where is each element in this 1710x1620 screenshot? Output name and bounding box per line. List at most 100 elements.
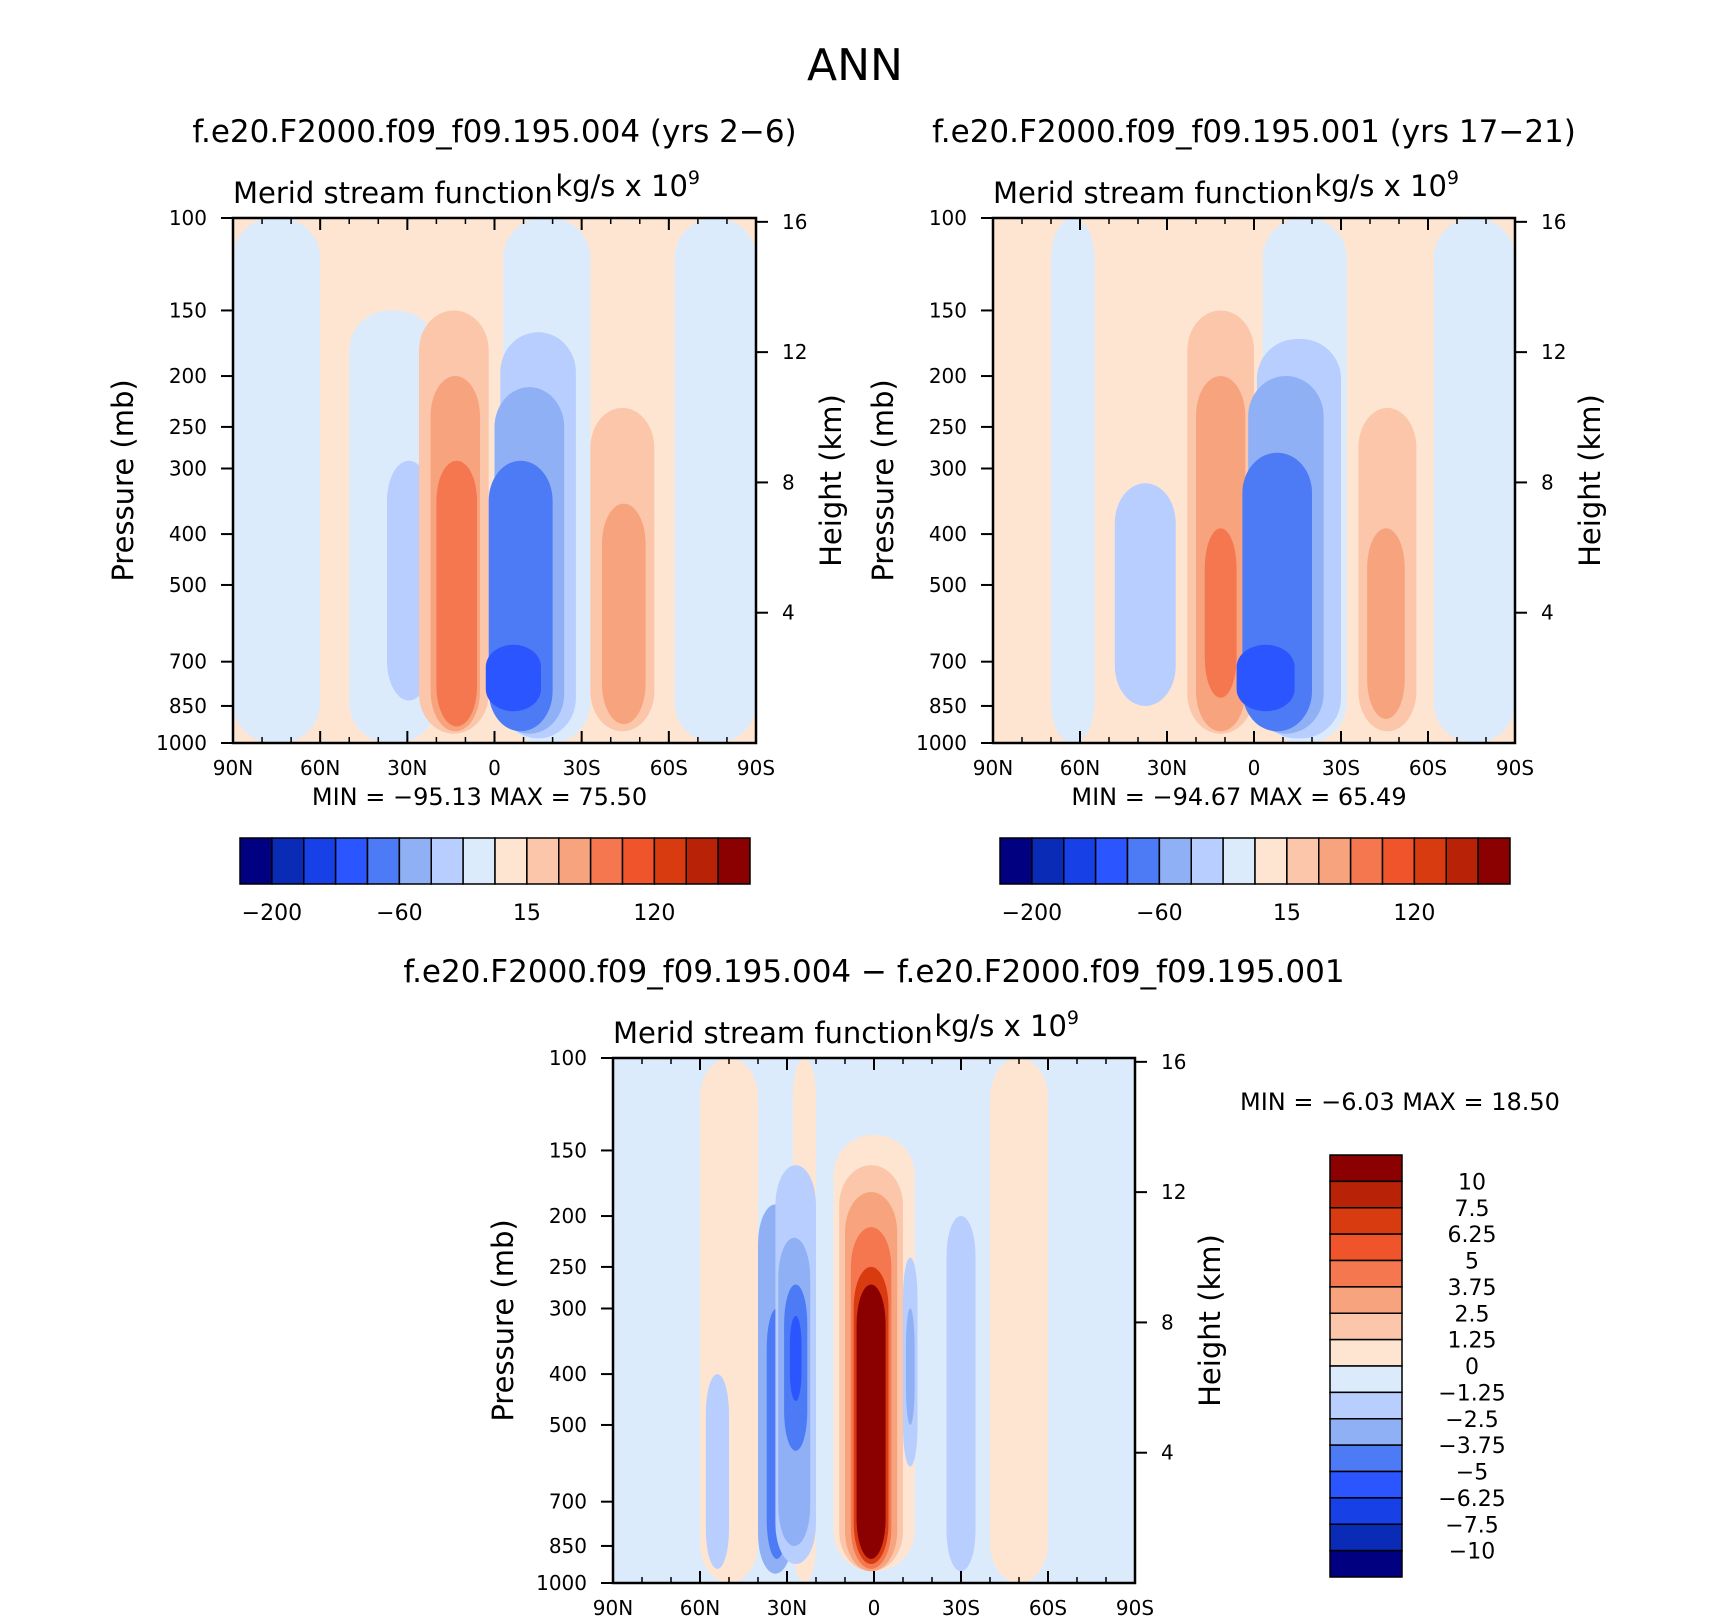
min-max-label: MIN = −95.13 MAX = 75.50 <box>312 783 647 811</box>
colorbar-box <box>239 837 273 885</box>
contour-region <box>705 1374 729 1569</box>
colorbar-label: 6.25 <box>1448 1223 1497 1248</box>
colorbar-box <box>1329 1523 1403 1552</box>
colorbar-label: −1.25 <box>1438 1381 1505 1406</box>
colorbar-box <box>494 837 528 885</box>
contour-region <box>1367 528 1405 719</box>
height-tick-label: 8 <box>1161 1310 1174 1334</box>
x-tick-label: 0 <box>868 1596 881 1620</box>
x-tick-label: 60N <box>1060 756 1100 780</box>
contour-region <box>1048 1058 1135 1583</box>
x-tick-label: 90S <box>1116 1596 1154 1620</box>
contour-region <box>1114 483 1176 706</box>
panel-title: f.e20.F2000.f09_f09.195.004 − f.e20.F200… <box>403 954 1344 990</box>
x-tick-label: 90N <box>213 756 253 780</box>
colorbar-label: −7.5 <box>1445 1513 1498 1538</box>
colorbar-box <box>1413 837 1447 885</box>
y-axis-label: Pressure (mb) <box>866 379 900 581</box>
contour-region <box>1433 218 1515 743</box>
y-tick-label: 250 <box>169 415 207 439</box>
y-tick-label: 150 <box>929 298 967 322</box>
plot-panel-3: f.e20.F2000.f09_f09.195.004 − f.e20.F200… <box>403 954 1559 1620</box>
colorbar-box <box>1329 1154 1403 1183</box>
x-tick-label: 60N <box>300 756 340 780</box>
colorbar-label: −2.5 <box>1445 1408 1498 1433</box>
contour-region <box>436 460 478 727</box>
colorbar-box <box>621 837 656 885</box>
colorbar-box <box>1329 1180 1403 1209</box>
colorbar-label: 15 <box>513 901 541 926</box>
contour-region <box>1051 218 1095 743</box>
colorbar-label: −60 <box>376 901 422 926</box>
colorbar-label: −10 <box>1449 1540 1495 1565</box>
colorbar-box <box>334 837 369 885</box>
colorbar: −200 −60 15 120 <box>999 837 1511 926</box>
colorbar-box <box>1329 1418 1403 1446</box>
x-tick-label: 60N <box>680 1596 720 1620</box>
variable-label: Merid stream function <box>613 1016 933 1050</box>
min-max-label: MIN = −94.67 MAX = 65.49 <box>1071 783 1406 811</box>
y-tick-label: 850 <box>549 1534 587 1558</box>
y-tick-label: 1000 <box>156 731 207 755</box>
x-tick-label: 0 <box>1248 756 1261 780</box>
colorbar-box <box>685 837 719 885</box>
colorbar-box <box>1222 837 1256 885</box>
plots-layer: f.e20.F2000.f09_f09.195.004 (yrs 2−6) Mer… <box>106 114 1607 1620</box>
y-axis-label: Pressure (mb) <box>106 379 140 581</box>
contour-fills <box>993 218 1515 743</box>
y-tick-label: 100 <box>929 206 967 230</box>
x-tick-label: 30S <box>563 756 601 780</box>
x-tick-label: 90N <box>593 1596 633 1620</box>
colorbar-box <box>1329 1391 1403 1420</box>
colorbar-box <box>1445 837 1479 885</box>
colorbar-box <box>1329 1497 1403 1525</box>
height-tick-label: 12 <box>1541 340 1566 364</box>
contour-fills <box>613 1058 1135 1583</box>
colorbar-box <box>1381 837 1416 885</box>
height-tick-label: 16 <box>782 210 807 234</box>
x-tick-label: 60S <box>1409 756 1447 780</box>
contour-region <box>1236 644 1295 712</box>
colorbar-box <box>1349 837 1384 885</box>
height-axis-label: Height (km) <box>1193 1234 1227 1407</box>
y-tick-label: 250 <box>929 415 967 439</box>
contour-region <box>233 218 321 743</box>
height-tick-label: 8 <box>1541 470 1554 494</box>
y-tick-label: 300 <box>549 1296 587 1320</box>
x-tick-label: 90N <box>973 756 1013 780</box>
colorbar-label: 15 <box>1273 901 1301 926</box>
colorbar-box <box>1329 1549 1403 1578</box>
contour-region <box>674 218 756 743</box>
colorbar-box <box>1329 1207 1403 1235</box>
colorbar-box <box>1329 1312 1403 1341</box>
x-tick-label: 30N <box>387 756 427 780</box>
x-tick-label: 30S <box>1322 756 1360 780</box>
colorbar-box <box>430 837 464 885</box>
contour-region <box>485 644 541 712</box>
colorbar-box <box>1329 1286 1403 1314</box>
colorbar-box <box>1286 837 1320 885</box>
y-tick-label: 200 <box>549 1204 587 1228</box>
y-tick-label: 850 <box>929 694 967 718</box>
colorbar-label: 120 <box>1393 901 1435 926</box>
colorbar-box <box>526 837 560 885</box>
x-tick-label: 60S <box>1029 1596 1067 1620</box>
y-tick-label: 150 <box>549 1138 587 1162</box>
contour-region <box>905 1308 915 1425</box>
height-axis-label: Height (km) <box>814 394 848 567</box>
y-tick-label: 700 <box>169 650 207 674</box>
colorbar-box <box>1063 837 1097 885</box>
colorbar-box <box>1477 837 1511 885</box>
colorbar-label: −200 <box>1002 901 1062 926</box>
y-tick-label: 100 <box>169 206 207 230</box>
colorbar-label: 1.25 <box>1448 1329 1497 1354</box>
colorbar-box <box>1329 1470 1403 1499</box>
colorbar-label: −6.25 <box>1438 1487 1505 1512</box>
contour-region <box>789 1315 802 1401</box>
y-tick-label: 500 <box>549 1413 587 1437</box>
y-tick-label: 850 <box>169 694 207 718</box>
colorbar-box <box>1190 837 1224 885</box>
colorbar-box <box>558 837 592 885</box>
y-tick-label: 500 <box>929 573 967 597</box>
